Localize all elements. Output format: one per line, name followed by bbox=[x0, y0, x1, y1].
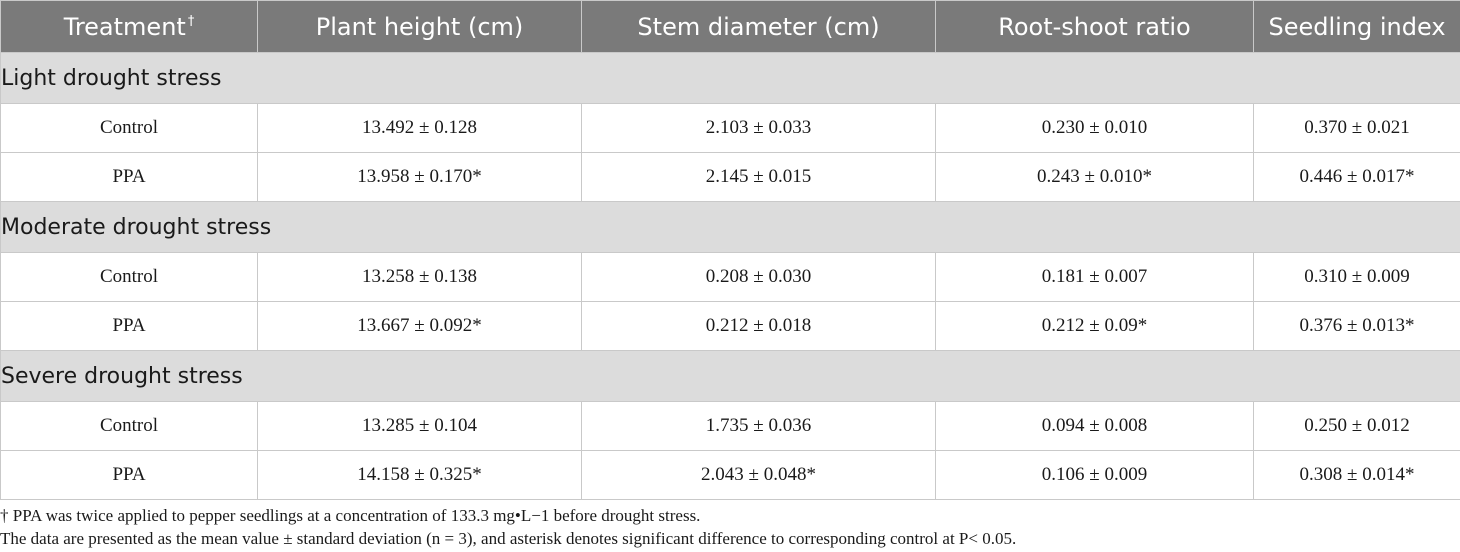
root-shoot-ratio-cell: 0.094 ± 0.008 bbox=[935, 401, 1254, 451]
treatment-cell: PPA bbox=[0, 152, 258, 202]
column-header-label: Treatment bbox=[63, 12, 186, 41]
stem-diameter-cell: 1.735 ± 0.036 bbox=[581, 401, 936, 451]
plant-height-cell: 13.285 ± 0.104 bbox=[257, 401, 582, 451]
footnote-text: The data are presented as the mean value… bbox=[0, 529, 1017, 548]
root-shoot-ratio-cell: 0.106 ± 0.009 bbox=[935, 450, 1254, 500]
root-shoot-ratio-cell: 0.230 ± 0.010 bbox=[935, 103, 1254, 153]
seedling-index-cell: 0.376 ± 0.013* bbox=[1253, 301, 1460, 351]
table-row: PPA 13.667 ± 0.092* 0.212 ± 0.018 0.212 … bbox=[0, 301, 1460, 351]
footnote-mark: † bbox=[187, 13, 195, 29]
seedling-index-cell: 0.310 ± 0.009 bbox=[1253, 252, 1460, 302]
stem-diameter-cell: 0.212 ± 0.018 bbox=[581, 301, 936, 351]
table-footnotes: † PPA was twice applied to pepper seedli… bbox=[0, 504, 1460, 550]
plant-height-cell: 14.158 ± 0.325* bbox=[257, 450, 582, 500]
table-header-row: Treatment † Plant height (cm) Stem diamet… bbox=[0, 0, 1460, 53]
root-shoot-ratio-cell: 0.181 ± 0.007 bbox=[935, 252, 1254, 302]
treatment-cell: PPA bbox=[0, 301, 258, 351]
plant-height-cell: 13.492 ± 0.128 bbox=[257, 103, 582, 153]
table-row: PPA 14.158 ± 0.325* 2.043 ± 0.048* 0.106… bbox=[0, 450, 1460, 500]
plant-height-cell: 13.258 ± 0.138 bbox=[257, 252, 582, 302]
group-title: Severe drought stress bbox=[0, 350, 1460, 402]
treatment-cell: PPA bbox=[0, 450, 258, 500]
results-table: Treatment † Plant height (cm) Stem diamet… bbox=[0, 0, 1460, 500]
footnote-text: † PPA was twice applied to pepper seedli… bbox=[0, 506, 701, 525]
column-header-treatment: Treatment † bbox=[0, 0, 258, 53]
table-row: PPA 13.958 ± 0.170* 2.145 ± 0.015 0.243 … bbox=[0, 152, 1460, 202]
table-row: Control 13.285 ± 0.104 1.735 ± 0.036 0.0… bbox=[0, 401, 1460, 451]
table-row: Control 13.258 ± 0.138 0.208 ± 0.030 0.1… bbox=[0, 252, 1460, 302]
group-title: Light drought stress bbox=[0, 52, 1460, 104]
root-shoot-ratio-cell: 0.243 ± 0.010* bbox=[935, 152, 1254, 202]
stem-diameter-cell: 2.103 ± 0.033 bbox=[581, 103, 936, 153]
seedling-index-cell: 0.446 ± 0.017* bbox=[1253, 152, 1460, 202]
stem-diameter-cell: 2.145 ± 0.015 bbox=[581, 152, 936, 202]
group-title: Moderate drought stress bbox=[0, 201, 1460, 253]
column-header-seedling-index: Seedling index bbox=[1253, 0, 1460, 53]
column-header-plant-height: Plant height (cm) bbox=[257, 0, 582, 53]
column-header-root-shoot-ratio: Root-shoot ratio bbox=[935, 0, 1254, 53]
seedling-index-cell: 0.250 ± 0.012 bbox=[1253, 401, 1460, 451]
treatment-cell: Control bbox=[0, 401, 258, 451]
treatment-cell: Control bbox=[0, 252, 258, 302]
seedling-index-cell: 0.308 ± 0.014* bbox=[1253, 450, 1460, 500]
column-header-stem-diameter: Stem diameter (cm) bbox=[581, 0, 936, 53]
table-row: Control 13.492 ± 0.128 2.103 ± 0.033 0.2… bbox=[0, 103, 1460, 153]
root-shoot-ratio-cell: 0.212 ± 0.09* bbox=[935, 301, 1254, 351]
seedling-index-cell: 0.370 ± 0.021 bbox=[1253, 103, 1460, 153]
group-row-light-drought: Light drought stress bbox=[0, 52, 1460, 104]
stem-diameter-cell: 2.043 ± 0.048* bbox=[581, 450, 936, 500]
stem-diameter-cell: 0.208 ± 0.030 bbox=[581, 252, 936, 302]
plant-height-cell: 13.667 ± 0.092* bbox=[257, 301, 582, 351]
treatment-cell: Control bbox=[0, 103, 258, 153]
plant-height-cell: 13.958 ± 0.170* bbox=[257, 152, 582, 202]
group-row-severe-drought: Severe drought stress bbox=[0, 350, 1460, 402]
group-row-moderate-drought: Moderate drought stress bbox=[0, 201, 1460, 253]
